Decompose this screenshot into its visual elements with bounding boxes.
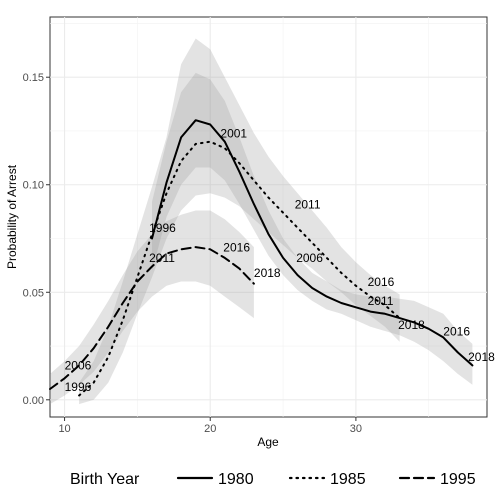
year-annotation: 2016 [368,275,395,289]
year-annotation: 2006 [296,251,323,265]
year-annotation: 2016 [223,240,250,254]
x-axis: 10 20 30 [58,417,362,435]
year-annotation: 2018 [468,350,495,364]
plot-panel [49,16,488,418]
year-annotation: 2018 [254,266,281,280]
year-annotation: 2011 [295,197,321,211]
year-annotation: 2006 [65,359,92,373]
legend-title: Birth Year [70,471,140,488]
x-tick-label: 30 [350,423,362,435]
year-annotation: 1996 [149,221,176,235]
x-axis-title: Age [257,435,279,449]
y-tick-label: 0.00 [23,395,44,407]
series-line-1980 [151,119,474,367]
year-annotation: 2011 [368,294,394,308]
annotations: 2001 1996 2016 2018 2011 2011 2006 2016 2011 2018… [65,126,496,394]
confidence-bands [50,38,473,405]
grid [50,17,487,417]
legend-label-1980: 1980 [218,471,254,488]
legend-label-1995: 1995 [440,471,476,488]
year-annotation: 1996 [65,380,92,394]
legend: Birth Year 1980 1985 1995 [70,471,476,488]
year-annotation: 2016 [443,324,470,338]
y-axis: 0.00 0.05 0.10 0.15 [23,72,50,407]
ci-band-1980 [152,72,473,385]
series-lines [49,119,474,397]
year-annotation: 2011 [149,251,175,265]
y-tick-label: 0.15 [23,72,44,84]
ci-band-1985 [79,38,400,405]
y-axis-title: Probability of Arrest [5,164,19,269]
series-line-1985 [78,140,401,397]
y-tick-label: 0.05 [23,287,44,299]
series-line-1995 [49,246,255,390]
x-tick-label: 20 [204,423,216,435]
legend-label-1985: 1985 [330,471,366,488]
year-annotation: 2018 [398,318,425,332]
ci-band-1995 [50,210,254,405]
y-tick-label: 0.10 [23,180,44,192]
x-tick-label: 10 [58,423,70,435]
year-annotation: 2001 [220,126,247,140]
